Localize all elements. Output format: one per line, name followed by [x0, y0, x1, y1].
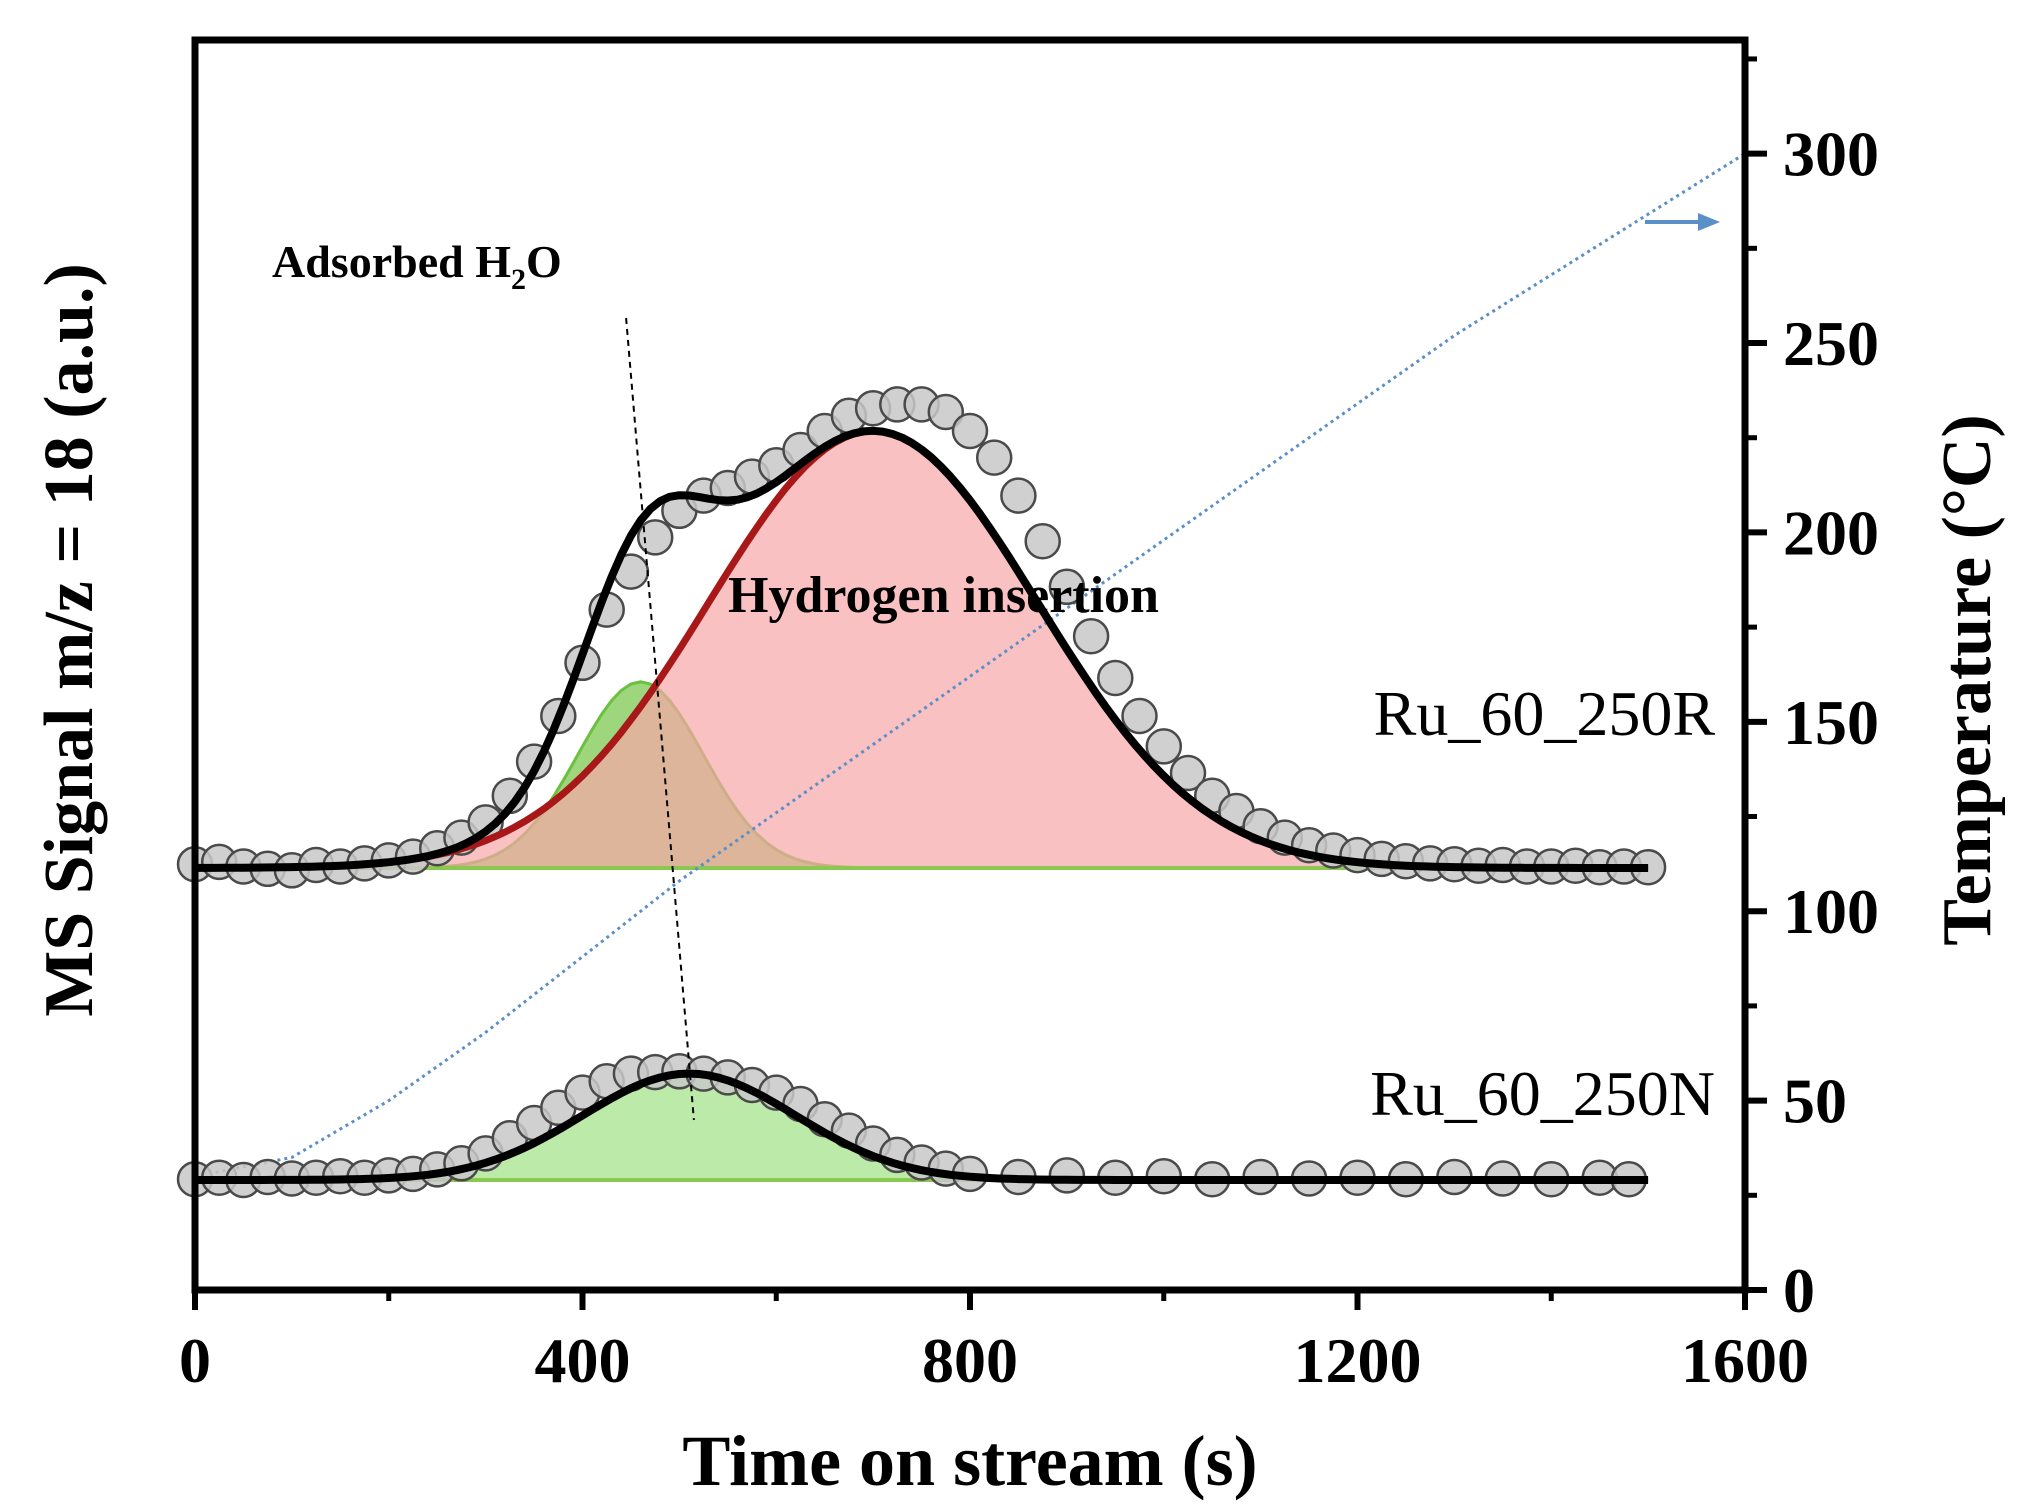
total-fit-curve-1 [195, 1069, 1649, 1184]
annotation-adsorbed-h2o: Adsorbed H2O [272, 236, 562, 296]
data-point-0-36 [1048, 568, 1086, 606]
y2-tick-label-1: 50 [1783, 1066, 1847, 1137]
annotation-adsorbed-sub: 2 [511, 263, 526, 296]
fit-peak-fill-0-1 [193, 429, 1649, 870]
annotation-hydrogen-insertion: Hydrogen insertion [728, 567, 1159, 624]
y-axis-title: MS Signal m/z = 18 (a.u.) [31, 263, 108, 1017]
y2-tick-label-0: 0 [1783, 1255, 1815, 1326]
x-tick-label-0: 0 [179, 1325, 211, 1396]
x-tick-label-4: 1600 [1681, 1325, 1809, 1396]
data-point-1-34 [1048, 1157, 1086, 1194]
temperature-line [194, 152, 1746, 1178]
temperature-axis-arrow-icon [1645, 213, 1720, 231]
annotation-adsorbed-prefix: Adsorbed H [272, 236, 511, 287]
adsorbed-h2o-guide-line [625, 317, 695, 1121]
data-point-0-33 [975, 439, 1013, 476]
y2-tick-label-5: 250 [1783, 308, 1879, 379]
data-point-0-37 [1072, 617, 1110, 655]
y2-tick-label-4: 200 [1783, 497, 1879, 568]
data-point-0-35 [1024, 522, 1061, 560]
data-point-0-41 [1169, 754, 1207, 792]
y2-axis-title: Temperature (°C) [1929, 414, 2006, 946]
y2-tick-label-2: 100 [1783, 876, 1879, 947]
x-tick-label-2: 800 [922, 1325, 1018, 1396]
data-point-0-39 [1121, 697, 1158, 735]
data-point-0-32 [951, 412, 989, 450]
data-point-0-31 [927, 393, 965, 431]
y2-tick-label-3: 150 [1783, 687, 1879, 758]
x-tick-label-1: 400 [535, 1325, 631, 1396]
y2-tick-label-6: 300 [1783, 119, 1879, 190]
data-point-0-40 [1145, 728, 1183, 765]
annotation-adsorbed-suffix: O [526, 236, 562, 287]
series-label-ru-60-250r: Ru_60_250R [1374, 678, 1716, 749]
data-point-0-38 [1097, 659, 1134, 697]
x-tick-label-3: 1200 [1294, 1325, 1422, 1396]
data-point-0-34 [1000, 477, 1037, 514]
data-point-0-19 [636, 519, 674, 556]
total-fit-curve-0 [195, 426, 1649, 872]
x-axis-title: Time on stream (s) [682, 1421, 1257, 1501]
series-label-ru-60-250n: Ru_60_250N [1370, 1058, 1715, 1129]
